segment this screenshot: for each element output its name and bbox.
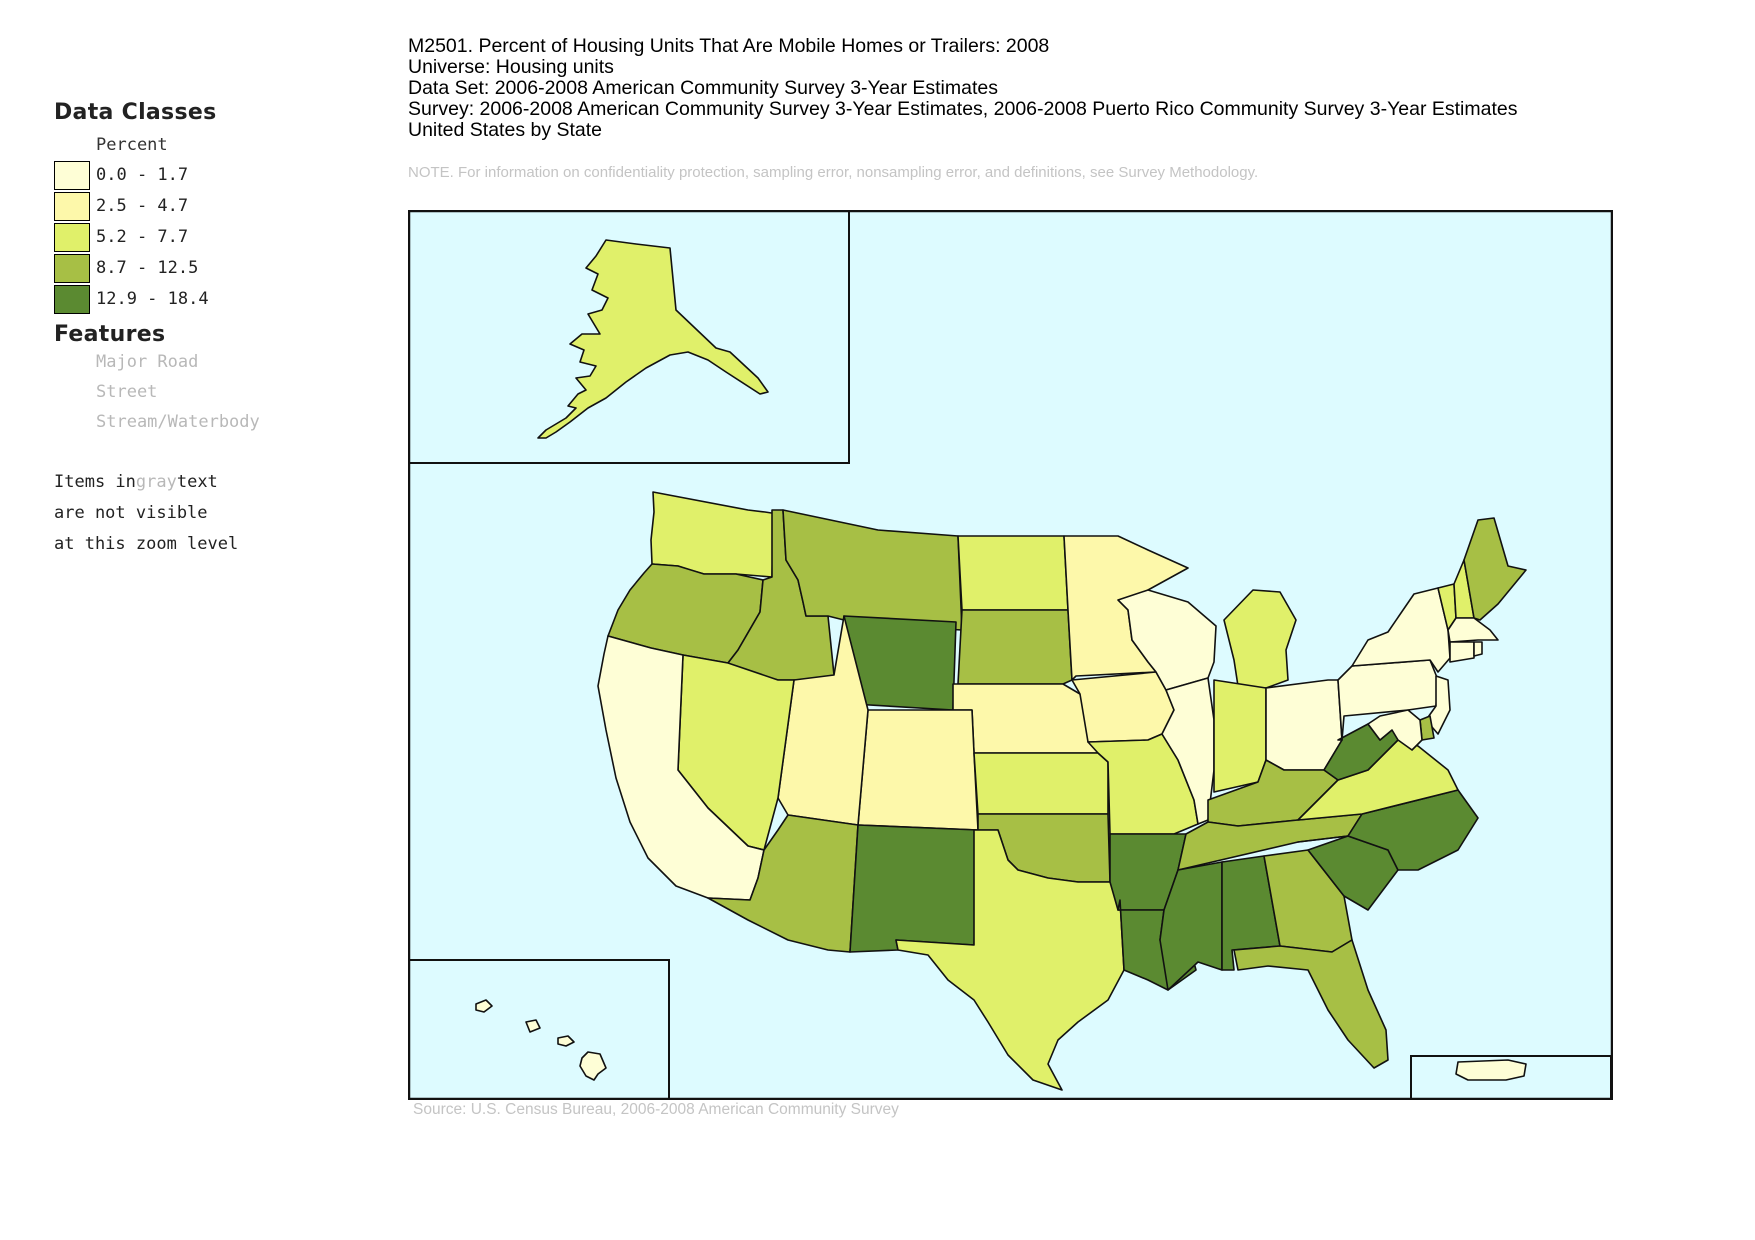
legend-range: 8.7 - 12.5 bbox=[96, 258, 199, 278]
legend-swatch bbox=[54, 223, 90, 252]
state-tx[interactable] bbox=[895, 829, 1125, 1091]
legend-range: 12.9 - 18.4 bbox=[96, 289, 209, 309]
state-ri[interactable] bbox=[1473, 641, 1483, 657]
state-nm[interactable] bbox=[849, 824, 979, 953]
feature-stream-waterbody: Stream/Waterbody bbox=[96, 412, 260, 432]
legend-class-row: 5.2 - 7.7 bbox=[54, 223, 354, 254]
state-ia[interactable] bbox=[1071, 671, 1175, 743]
universe-line: Universe: Housing units bbox=[408, 56, 614, 78]
state-co[interactable] bbox=[857, 709, 979, 831]
state-il[interactable] bbox=[1161, 677, 1215, 825]
features-title: Features bbox=[54, 322, 166, 347]
legend-title: Data Classes bbox=[54, 100, 217, 125]
zoom-note-part1: Items in bbox=[54, 472, 136, 492]
state-hi-maui[interactable] bbox=[557, 1035, 575, 1047]
state-sd[interactable] bbox=[957, 609, 1073, 685]
state-nc[interactable] bbox=[1297, 789, 1479, 871]
state-nd[interactable] bbox=[957, 535, 1069, 611]
legend-swatch bbox=[54, 254, 90, 283]
contiguous-states bbox=[597, 491, 1527, 1091]
feature-major-road: Major Road bbox=[96, 352, 199, 372]
legend-swatch bbox=[54, 192, 90, 221]
legend-range: 0.0 - 1.7 bbox=[96, 165, 189, 185]
legend-range: 5.2 - 7.7 bbox=[96, 227, 189, 247]
choropleth-map[interactable] bbox=[408, 210, 1613, 1100]
legend-swatch bbox=[54, 285, 90, 314]
state-hi-oahu[interactable] bbox=[525, 1019, 541, 1033]
state-hi[interactable] bbox=[579, 1051, 607, 1081]
zoom-note-line2: are not visible bbox=[54, 503, 208, 523]
state-oh[interactable] bbox=[1265, 679, 1343, 771]
state-nj[interactable] bbox=[1425, 675, 1451, 735]
state-mi[interactable] bbox=[1223, 589, 1297, 689]
map-header: M2501. Percent of Housing Units That Are… bbox=[408, 36, 1518, 141]
legend-unit: Percent bbox=[96, 135, 168, 155]
hawaii-inset bbox=[408, 959, 670, 1100]
legend-class-row: 12.9 - 18.4 bbox=[54, 285, 354, 316]
legend-swatch bbox=[54, 161, 90, 190]
state-pr[interactable] bbox=[1455, 1059, 1527, 1081]
state-ks[interactable] bbox=[973, 752, 1109, 815]
state-hi-kauai[interactable] bbox=[475, 999, 493, 1013]
state-ut[interactable] bbox=[777, 615, 869, 826]
state-in[interactable] bbox=[1213, 679, 1267, 793]
zoom-note-part2: text bbox=[176, 472, 218, 492]
feature-street: Street bbox=[96, 382, 158, 402]
state-mt[interactable] bbox=[782, 509, 963, 631]
puerto-rico-inset bbox=[1410, 1055, 1612, 1100]
alaska-inset bbox=[408, 210, 850, 464]
legend-range: 2.5 - 4.7 bbox=[96, 196, 189, 216]
state-ne[interactable] bbox=[952, 683, 1099, 754]
methodology-note: NOTE. For information on confidentiality… bbox=[408, 164, 1259, 181]
state-ct[interactable] bbox=[1449, 641, 1475, 663]
hawaii-inset-frame bbox=[408, 959, 670, 1100]
source-note: Source: U.S. Census Bureau, 2006-2008 Am… bbox=[413, 1101, 899, 1118]
map-title: M2501. Percent of Housing Units That Are… bbox=[408, 35, 1050, 57]
zoom-note-gray: gray bbox=[135, 472, 177, 492]
zoom-note: Items ingraytext are not visible at this… bbox=[54, 467, 354, 560]
pr-inset-frame bbox=[1410, 1055, 1612, 1100]
legend-class-row: 8.7 - 12.5 bbox=[54, 254, 354, 285]
alaska-inset-frame bbox=[408, 210, 850, 464]
dataset-line: Data Set: 2006-2008 American Community S… bbox=[408, 77, 998, 99]
map-legend: Data Classes Percent 0.0 - 1.7 2.5 - 4.7… bbox=[54, 100, 354, 560]
survey-line: Survey: 2006-2008 American Community Sur… bbox=[408, 98, 1518, 120]
state-md[interactable] bbox=[1367, 709, 1423, 751]
geography-line: United States by State bbox=[408, 119, 603, 141]
state-ak[interactable] bbox=[537, 239, 769, 439]
state-fl[interactable] bbox=[1233, 939, 1389, 1069]
legend-class-row: 2.5 - 4.7 bbox=[54, 192, 354, 223]
zoom-note-line3: at this zoom level bbox=[54, 534, 239, 554]
legend-class-row: 0.0 - 1.7 bbox=[54, 161, 354, 192]
